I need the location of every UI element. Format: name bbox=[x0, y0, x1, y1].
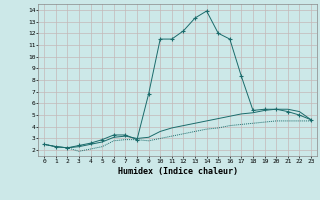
X-axis label: Humidex (Indice chaleur): Humidex (Indice chaleur) bbox=[118, 167, 238, 176]
